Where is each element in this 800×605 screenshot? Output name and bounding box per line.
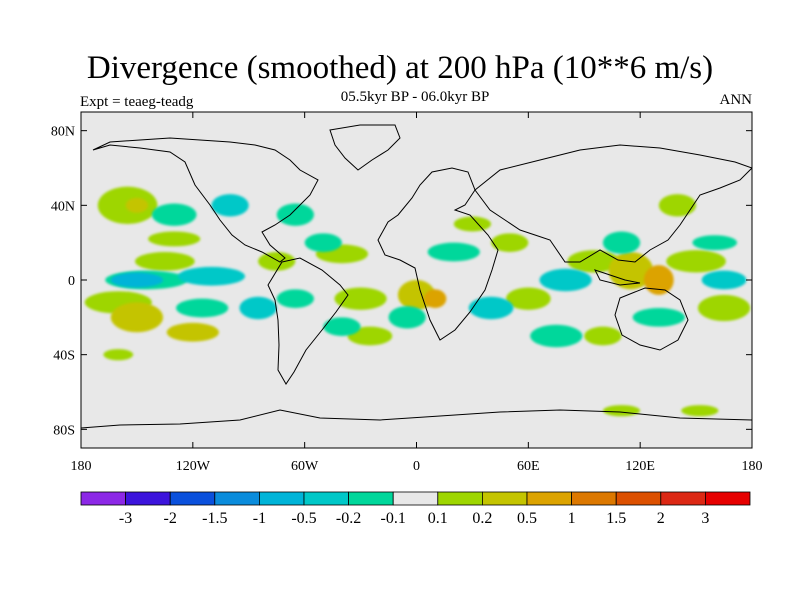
divergence-region: [304, 233, 342, 253]
divergence-region: [125, 197, 149, 213]
colorbar-swatch: [125, 491, 171, 506]
divergence-region: [148, 231, 201, 247]
colorbar-swatch: [169, 491, 216, 506]
colorbar-label: -1.5: [202, 510, 227, 527]
divergence-region: [166, 322, 219, 342]
y-axis: 80N 40N 0 40S 80S: [51, 125, 752, 438]
divergence-region: [176, 298, 229, 318]
colorbar-swatch: [571, 491, 617, 506]
colorbar-label: 0.1: [428, 510, 448, 527]
colorbar-swatch: [348, 491, 394, 506]
colorbar-swatch: [392, 491, 439, 506]
divergence-region: [276, 289, 314, 308]
divergence-region: [602, 231, 641, 254]
divergence-region: [423, 289, 447, 308]
colorbar-swatch: [437, 491, 483, 506]
colorbar-swatch: [303, 491, 349, 506]
x-tick-label: 60E: [517, 459, 540, 474]
divergence-region: [323, 317, 361, 336]
plot-title: Divergence (smoothed) at 200 hPa (10**6 …: [86, 50, 714, 86]
y-tick-label: 40S: [53, 349, 75, 364]
y-tick-label: 40N: [51, 199, 75, 214]
divergence-region: [632, 308, 685, 327]
divergence-region: [666, 250, 726, 273]
colorbar-label: -0.1: [381, 510, 406, 527]
colorbar-label: -0.2: [336, 510, 361, 527]
divergence-region: [468, 296, 514, 320]
x-tick-label: 180: [742, 459, 763, 474]
colorbar-label: 0.5: [517, 510, 537, 527]
season-label: ANN: [719, 92, 753, 108]
divergence-region: [110, 272, 164, 288]
divergence-region: [697, 294, 751, 322]
divergence-region: [334, 287, 387, 310]
experiment-label: Expt = teaeg-teadg: [80, 94, 194, 110]
x-tick-label: 0: [413, 459, 420, 474]
colorbar-label: 1.5: [606, 510, 626, 527]
coastlines: [81, 124, 752, 429]
colorbar-swatch: [705, 491, 751, 506]
colorbar-swatch: [258, 491, 305, 506]
divergence-region: [211, 194, 249, 217]
divergence-region: [453, 216, 492, 232]
colorbar-swatch: [660, 491, 706, 506]
colorbar-swatch: [526, 491, 572, 506]
divergence-region: [135, 252, 195, 271]
divergence-region: [505, 287, 551, 310]
divergence-region: [151, 203, 197, 226]
colorbar-swatch: [214, 491, 260, 506]
colorbar-label: 0.2: [472, 510, 492, 527]
colorbar-label: 1: [568, 510, 576, 527]
colorbar-label: -1: [253, 510, 266, 527]
divergence-region: [681, 405, 719, 417]
divergence-regions: [84, 186, 751, 417]
colorbar-label: -3: [119, 510, 132, 527]
colorbar-label: 3: [701, 510, 709, 527]
divergence-region: [258, 252, 296, 271]
x-axis: 180 120W 60W 0 60E 120E 180: [71, 112, 763, 474]
y-tick-label: 80S: [53, 423, 75, 438]
divergence-region: [692, 235, 738, 251]
colorbar-swatch: [481, 491, 528, 506]
divergence-region: [177, 266, 246, 286]
divergence-region: [701, 270, 747, 290]
x-tick-label: 120W: [176, 459, 211, 474]
colorbar-swatch: [615, 491, 662, 506]
divergence-region: [347, 326, 393, 346]
colorbar-label: -2: [164, 510, 177, 527]
divergence-region: [110, 302, 164, 333]
divergence-region: [584, 326, 622, 346]
divergence-region: [658, 194, 697, 217]
divergence-region: [276, 203, 314, 226]
divergence-region: [239, 296, 277, 320]
divergence-region: [567, 250, 620, 273]
colorbar-label: -0.5: [291, 510, 316, 527]
x-tick-label: 60W: [291, 459, 319, 474]
divergence-region: [427, 242, 480, 262]
plot-subtitle: 05.5kyr BP - 06.0kyr BP: [340, 89, 490, 105]
divergence-region: [602, 405, 641, 417]
y-tick-label: 0: [68, 274, 75, 289]
x-tick-label: 120E: [625, 459, 655, 474]
divergence-region: [388, 306, 426, 329]
divergence-region: [491, 233, 529, 253]
divergence-region: [643, 265, 674, 295]
divergence-region: [608, 251, 654, 290]
divergence-region: [539, 268, 592, 292]
colorbar: -3 -2 -1.5 -1 -0.5 -0.2 -0.1 0.1 0.2 0.5 1 1.5 2 3: [80, 491, 751, 527]
colorbar-label: 2: [657, 510, 665, 527]
divergence-region: [103, 349, 134, 361]
colorbar-swatch: [80, 491, 126, 506]
y-tick-label: 80N: [51, 125, 75, 140]
x-tick-label: 180: [71, 459, 92, 474]
divergence-region: [530, 324, 583, 348]
